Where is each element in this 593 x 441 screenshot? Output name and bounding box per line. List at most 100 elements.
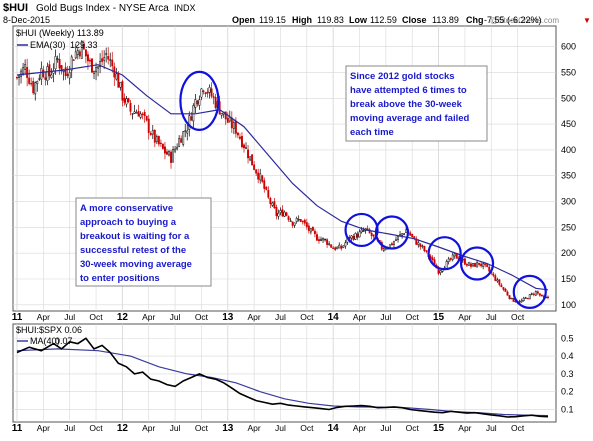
candle-body [439, 270, 442, 274]
candle-body [212, 96, 215, 98]
ema-legend-value: 129.33 [70, 40, 98, 50]
candle-body [309, 228, 312, 233]
candle-body [536, 291, 539, 294]
ratio-x-axis-label: Apr [248, 423, 261, 433]
candle-body [484, 263, 487, 266]
candle-body [285, 212, 288, 216]
candle-body [259, 173, 262, 181]
candle-body [360, 229, 363, 233]
candle-body [334, 247, 337, 250]
x-axis-label: 13 [222, 312, 234, 323]
candle-body [358, 231, 361, 238]
candle-body [115, 73, 118, 80]
candle-body [60, 65, 63, 72]
candle-body [336, 246, 339, 250]
candle-body [84, 49, 87, 57]
candle-body [297, 218, 300, 221]
ratio-x-axis-label: Apr [142, 423, 155, 433]
candle-body [528, 294, 531, 300]
x-axis-label: 15 [433, 312, 445, 323]
candle-body [119, 82, 122, 88]
ratio-x-axis-label: 14 [328, 423, 340, 434]
price-candles [16, 40, 549, 304]
x-axis-label: Jul [64, 312, 75, 322]
candle-body [117, 73, 120, 88]
x-axis-label: 12 [117, 312, 129, 323]
candle-body [295, 218, 298, 222]
close-label: Close [402, 15, 427, 25]
open-value: 119.15 [259, 15, 286, 25]
x-axis-label: Oct [511, 312, 525, 322]
candle-body [263, 180, 266, 189]
candle-body [228, 117, 231, 122]
candle-body [474, 262, 476, 267]
ratio-panel-frame [12, 323, 557, 423]
candle-body [305, 222, 308, 228]
annotation-right-line-4: moving average and failed [350, 113, 470, 124]
candle-body [326, 239, 329, 245]
candle-body [247, 149, 249, 159]
candle-body [482, 263, 485, 267]
candle-body [198, 99, 201, 106]
candle-body [488, 266, 491, 272]
candle-body [342, 245, 345, 248]
x-axis-label: 11 [12, 312, 23, 323]
candle-body [164, 146, 166, 154]
candle-body [48, 64, 51, 77]
candle-body [44, 77, 47, 80]
candle-body [303, 219, 306, 224]
candle-body [178, 138, 181, 147]
x-axis-label: Oct [195, 312, 209, 322]
annotation-right-line-2: have attempted 6 times to [350, 85, 467, 96]
candle-body [496, 279, 499, 282]
candle-body [366, 228, 369, 230]
candle-body [486, 264, 489, 267]
candle-body [390, 243, 393, 246]
candle-body [40, 67, 43, 80]
candle-body [320, 238, 322, 242]
candle-body [82, 44, 85, 50]
candle-body [224, 111, 227, 120]
candle-body [423, 246, 426, 252]
price-y-tick: 350 [561, 171, 576, 181]
price-y-tick: 500 [561, 93, 576, 103]
ratio-x-axis-label: 11 [12, 423, 23, 434]
candle-body [210, 88, 213, 97]
ratio-x-axis-label: Oct [511, 423, 525, 433]
candle-body [190, 116, 193, 121]
candle-body [72, 59, 75, 61]
index-name-text: Gold Bugs Index - NYSE Arca [36, 3, 169, 14]
breakout-circles [179, 70, 547, 309]
candle-body [86, 54, 89, 62]
candle-body [234, 120, 237, 134]
price-panel: 100 150 200 250 300 350 400 450 500 550 600 11 Apr J… [12, 25, 576, 323]
annotation-left-line-1: A more conservative [80, 203, 173, 214]
ratio-x-axis-label: Oct [300, 423, 314, 433]
candle-body [58, 59, 61, 69]
candle-body [275, 207, 278, 216]
x-axis-label: Apr [248, 312, 261, 322]
annotation-box-right: Since 2012 gold stocks have attempted 6 … [345, 65, 488, 142]
candle-body [24, 64, 27, 70]
candle-body [18, 75, 20, 78]
date-text: 8-Dec-2015 [3, 15, 50, 25]
chg-value: -7.55 (-6.22%) [484, 15, 542, 25]
price-y-tick: 550 [561, 67, 576, 77]
x-axis-label: 14 [328, 312, 340, 323]
candle-body [279, 210, 282, 213]
candle-body [445, 261, 448, 270]
candle-body [103, 57, 106, 61]
chg-arrow-icon: ▼ [583, 16, 591, 25]
candle-body [413, 236, 416, 239]
candle-body [534, 291, 537, 296]
annotation-left-line-6: to enter positions [80, 273, 160, 284]
candle-body [230, 117, 233, 129]
candle-body [540, 294, 543, 297]
candle-body [524, 297, 527, 299]
candle-body [214, 97, 217, 108]
candle-body [236, 132, 239, 136]
candle-body [200, 88, 203, 98]
candle-body [107, 56, 110, 60]
candle-body [38, 78, 41, 80]
